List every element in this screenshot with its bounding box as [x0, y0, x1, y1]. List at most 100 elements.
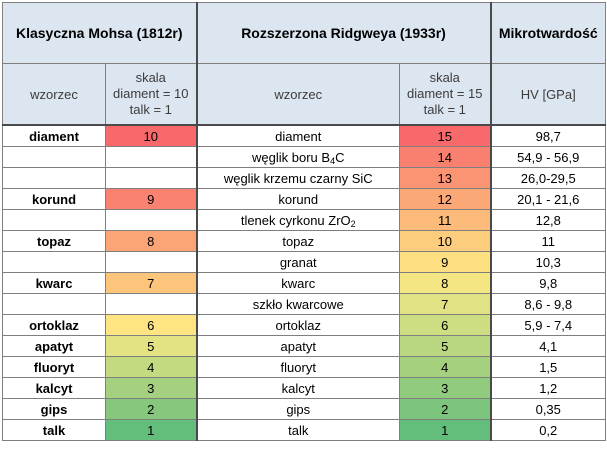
- microhardness-cell: 4,1: [490, 335, 606, 357]
- table-row: ortoklaz 6 ortoklaz 6 5,9 - 7,4: [2, 314, 606, 336]
- hardness-table: Klasyczna Mohsa (1812r) Rozszerzona Ridg…: [2, 2, 606, 441]
- ridgway-mineral-name: węglik krzemu czarny SiC: [223, 170, 373, 186]
- ridgway-mineral-cell: szkło kwarcowe: [196, 293, 400, 315]
- ridgway-mineral-name: granat: [279, 254, 317, 270]
- microhardness-cell: 20,1 - 21,6: [490, 188, 606, 210]
- microhardness-cell: 54,9 - 56,9: [490, 146, 606, 168]
- table-row: szkło kwarcowe 7 8,6 - 9,8: [2, 293, 606, 315]
- mohs-mineral-cell: [2, 293, 106, 315]
- mohs-mineral-cell: diament: [2, 124, 106, 147]
- microhardness-header: Mikrotwardość: [490, 2, 606, 64]
- table-row: diament 10 diament 15 98,7: [2, 124, 606, 147]
- ridgway-scale-line-1: skala: [429, 70, 460, 85]
- table-row: apatyt 5 apatyt 5 4,1: [2, 335, 606, 357]
- formula-suffix: C: [335, 149, 345, 165]
- microhardness-cell: 26,0-29,5: [490, 167, 606, 189]
- microhardness-cell: 0,2: [490, 419, 606, 441]
- ridgway-scale-cell: 5: [399, 335, 492, 357]
- table-row: talk 1 talk 1 0,2: [2, 419, 606, 441]
- microhardness-cell: 10,3: [490, 251, 606, 273]
- ridgway-scale-cell: 11: [399, 209, 492, 231]
- ridgway-mineral-name: talk: [288, 422, 309, 438]
- mohs-scale-line-2: diament = 10: [112, 86, 189, 101]
- mohs-mineral-cell: gips: [2, 398, 106, 420]
- formula-subscript: 2: [350, 218, 356, 229]
- ridgway-mineral-cell: węglik boru B4C: [196, 146, 400, 168]
- mohs-mineral-cell: korund: [2, 188, 106, 210]
- mohs-mineral-cell: ortoklaz: [2, 314, 106, 336]
- formula-subscript: 4: [330, 155, 336, 166]
- mohs-mineral-cell: topaz: [2, 230, 106, 252]
- mohs-scale-cell: 7: [105, 272, 198, 294]
- mohs-scale-cell: [105, 293, 198, 315]
- microhardness-cell: 11: [490, 230, 606, 252]
- ridgway-mineral-cell: fluoryt: [196, 356, 400, 378]
- ridgway-scale-cell: 4: [399, 356, 492, 378]
- mohs-mineral-cell: fluoryt: [2, 356, 106, 378]
- ridgway-mineral-name: apatyt: [280, 338, 316, 354]
- mohs-scale-line-3: talk = 1: [129, 102, 172, 117]
- table-row: gips 2 gips 2 0,35: [2, 398, 606, 420]
- header-row: Klasyczna Mohsa (1812r) Rozszerzona Ridg…: [2, 2, 606, 64]
- mohs-scale-header: skala diament = 10 talk = 1: [105, 63, 198, 126]
- ridgway-mineral-name: ortoklaz: [275, 317, 322, 333]
- ridgway-mineral-cell: kwarc: [196, 272, 400, 294]
- microhardness-cell: 5,9 - 7,4: [490, 314, 606, 336]
- mohs-scale-cell: [105, 146, 198, 168]
- mohs-scale-cell: 3: [105, 377, 198, 399]
- mohs-scale-cell: 10: [105, 124, 198, 147]
- table-row: węglik krzemu czarny SiC 13 26,0-29,5: [2, 167, 606, 189]
- ridgway-scale-cell: 13: [399, 167, 492, 189]
- ridgway-mineral-name: węglik boru B: [252, 149, 331, 165]
- ridgway-mineral-cell: granat: [196, 251, 400, 273]
- ridgway-mineral-cell: talk: [196, 419, 400, 441]
- ridgway-scale-cell: 12: [399, 188, 492, 210]
- ridgway-mineral-cell: gips: [196, 398, 400, 420]
- mohs-header: Klasyczna Mohsa (1812r): [2, 2, 198, 64]
- ridgway-mineral-cell: apatyt: [196, 335, 400, 357]
- mohs-scale-cell: 8: [105, 230, 198, 252]
- mohs-mineral-cell: [2, 146, 106, 168]
- mohs-mineral-cell: talk: [2, 419, 106, 441]
- microhardness-cell: 8,6 - 9,8: [490, 293, 606, 315]
- microhardness-cell: 1,2: [490, 377, 606, 399]
- ridgway-scale-cell: 6: [399, 314, 492, 336]
- ridgway-mineral-cell: diament: [196, 124, 400, 147]
- ridgway-mineral-name: szkło kwarcowe: [252, 296, 344, 312]
- ridgway-header: Rozszerzona Ridgweya (1933r): [196, 2, 492, 64]
- table-row: węglik boru B4C 14 54,9 - 56,9: [2, 146, 606, 168]
- ridgway-formula-header: wzorzec: [196, 63, 400, 126]
- table-row: topaz 8 topaz 10 11: [2, 230, 606, 252]
- ridgway-scale-header: skala diament = 15 talk = 1: [399, 63, 492, 126]
- mohs-mineral-cell: kalcyt: [2, 377, 106, 399]
- ridgway-mineral-name: kwarc: [281, 275, 316, 291]
- table-row: tlenek cyrkonu ZrO2 11 12,8: [2, 209, 606, 231]
- mohs-mineral-cell: [2, 209, 106, 231]
- microhardness-cell: 98,7: [490, 124, 606, 147]
- subheader-row: wzorzec skala diament = 10 talk = 1 wzor…: [2, 63, 606, 126]
- table-row: granat 9 10,3: [2, 251, 606, 273]
- ridgway-scale-line-3: talk = 1: [423, 102, 466, 117]
- microhardness-cell: 0,35: [490, 398, 606, 420]
- mohs-scale-cell: 9: [105, 188, 198, 210]
- mohs-scale-cell: [105, 209, 198, 231]
- mohs-scale-cell: 6: [105, 314, 198, 336]
- mohs-formula-header: wzorzec: [2, 63, 106, 126]
- ridgway-mineral-name: diament: [275, 128, 322, 144]
- ridgway-mineral-name: tlenek cyrkonu ZrO: [240, 212, 351, 228]
- ridgway-scale-cell: 1: [399, 419, 492, 441]
- microhardness-cell: 9,8: [490, 272, 606, 294]
- microhardness-cell: 1,5: [490, 356, 606, 378]
- ridgway-mineral-cell: kalcyt: [196, 377, 400, 399]
- ridgway-mineral-name: fluoryt: [280, 359, 316, 375]
- mohs-scale-cell: 1: [105, 419, 198, 441]
- mohs-scale-cell: 4: [105, 356, 198, 378]
- table-row: kwarc 7 kwarc 8 9,8: [2, 272, 606, 294]
- ridgway-scale-cell: 14: [399, 146, 492, 168]
- ridgway-scale-cell: 9: [399, 251, 492, 273]
- mohs-scale-cell: 5: [105, 335, 198, 357]
- mohs-scale-cell: 2: [105, 398, 198, 420]
- ridgway-mineral-cell: tlenek cyrkonu ZrO2: [196, 209, 400, 231]
- mohs-mineral-cell: kwarc: [2, 272, 106, 294]
- microhardness-cell: 12,8: [490, 209, 606, 231]
